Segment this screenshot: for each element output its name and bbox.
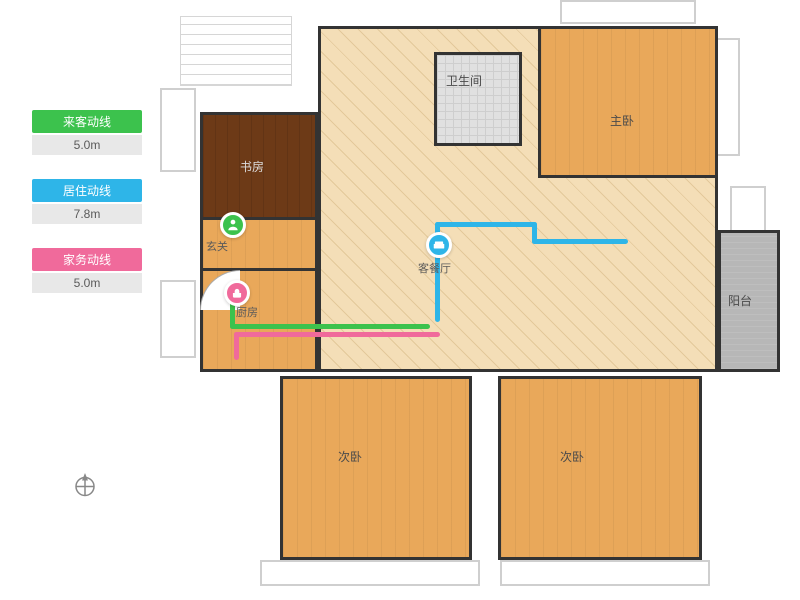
legend: 来客动线 5.0m 居住动线 7.8m 家务动线 5.0m	[32, 110, 142, 317]
label-entrance: 玄关	[206, 238, 228, 254]
node-living	[426, 232, 452, 258]
outer-frame	[730, 186, 766, 232]
outer-frame	[160, 88, 196, 172]
legend-title-guest: 来客动线	[32, 110, 142, 133]
room-balcony	[718, 230, 780, 372]
floor-plan: 卫生间 主卧 书房 次卧 次卧 阳台 玄关 客餐厅	[180, 16, 780, 586]
legend-item-living: 居住动线 7.8m	[32, 179, 142, 224]
legend-title-living: 居住动线	[32, 179, 142, 202]
room-bath	[434, 52, 522, 146]
node-kitchen	[224, 280, 250, 306]
outer-frame	[160, 280, 196, 358]
room-sec2	[498, 376, 702, 560]
room-master	[538, 26, 718, 178]
outer-frame	[500, 560, 710, 586]
compass-icon	[70, 470, 100, 500]
room-study	[200, 112, 318, 220]
outer-frame	[260, 560, 480, 586]
node-entrance	[220, 212, 246, 238]
legend-title-chores: 家务动线	[32, 248, 142, 271]
outer-frame	[560, 0, 696, 24]
legend-value-living: 7.8m	[32, 204, 142, 224]
legend-item-chores: 家务动线 5.0m	[32, 248, 142, 293]
legend-item-guest: 来客动线 5.0m	[32, 110, 142, 155]
stairs	[180, 16, 292, 86]
legend-value-chores: 5.0m	[32, 273, 142, 293]
room-sec1	[280, 376, 472, 560]
legend-value-guest: 5.0m	[32, 135, 142, 155]
